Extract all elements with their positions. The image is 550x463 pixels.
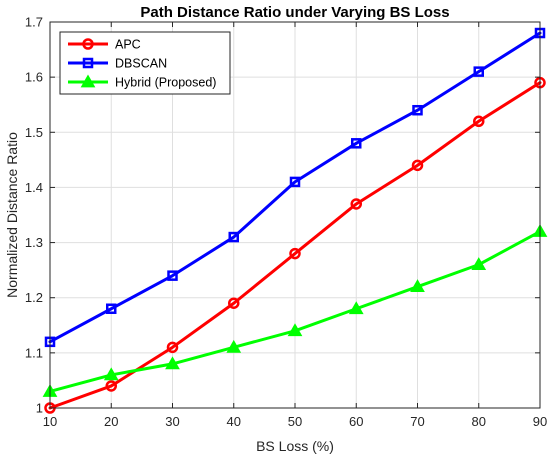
data-point — [106, 303, 117, 314]
data-point — [348, 301, 364, 315]
y-axis-label: Normalized Distance Ratio — [4, 132, 20, 298]
data-point — [410, 279, 425, 293]
legend-marker — [82, 38, 94, 50]
y-tick-label: 1.6 — [25, 70, 43, 85]
x-axis-label: BS Loss (%) — [256, 438, 334, 454]
series-triangle — [42, 224, 548, 397]
legend: APC DBSCAN Hybrid (Proposed) — [59, 31, 231, 95]
data-point — [228, 297, 240, 309]
data-point — [350, 198, 362, 210]
data-point — [471, 257, 487, 271]
x-tick-label: 20 — [104, 414, 118, 429]
x-tick-label: 60 — [349, 414, 363, 429]
x-tick-label: 50 — [288, 414, 302, 429]
y-tick-label: 1.3 — [25, 235, 43, 250]
y-tick-label: 1.2 — [25, 290, 43, 305]
legend-marker — [82, 57, 94, 69]
x-tick-label: 90 — [533, 414, 547, 429]
data-point — [289, 247, 301, 260]
data-point — [351, 138, 362, 149]
x-tick-label: 30 — [165, 414, 179, 429]
chart-title: Path Distance Ratio under Varying BS Los… — [140, 4, 449, 21]
series-line — [48, 31, 542, 344]
y-tick-label: 1 — [36, 401, 43, 416]
data-point — [473, 115, 485, 128]
y-tick-label: 1.7 — [25, 15, 43, 30]
x-tick-label: 80 — [472, 414, 486, 429]
x-tick-label: 70 — [410, 414, 424, 429]
data-point — [228, 231, 239, 243]
legend-marker — [80, 74, 96, 88]
data-point — [412, 104, 423, 116]
x-tick-label: 10 — [43, 414, 57, 429]
legend-label: APC — [115, 38, 141, 52]
data-point — [166, 341, 179, 354]
legend-label: DBSCAN — [115, 57, 167, 71]
data-point — [167, 270, 178, 281]
data-point — [165, 356, 180, 370]
y-tick-label: 1.1 — [25, 345, 43, 360]
series-layer — [42, 27, 548, 414]
legend-label: Hybrid (Proposed) — [115, 76, 216, 90]
data-point — [411, 159, 424, 172]
data-point — [103, 367, 119, 381]
data-point — [287, 323, 303, 337]
series-line — [48, 81, 542, 410]
data-point — [473, 66, 484, 77]
data-point — [105, 380, 117, 392]
tick-labels: 10 20 30 40 50 60 70 80 90 1 1.1 1.2 1.3 1.4 1.5 1.6 1.7 — [25, 15, 547, 430]
y-tick-label: 1.4 — [25, 180, 43, 195]
data-point — [226, 339, 242, 353]
x-tick-label: 40 — [227, 414, 241, 429]
y-tick-label: 1.5 — [25, 125, 43, 140]
data-point — [289, 176, 301, 188]
